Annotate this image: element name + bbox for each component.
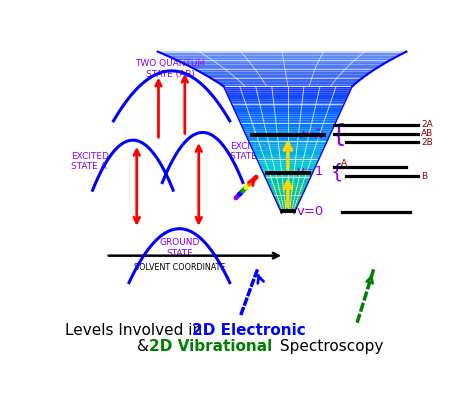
Polygon shape — [236, 112, 340, 114]
Polygon shape — [252, 149, 324, 151]
Polygon shape — [269, 185, 307, 187]
Polygon shape — [196, 70, 374, 72]
Polygon shape — [225, 88, 351, 91]
Polygon shape — [237, 116, 338, 119]
Polygon shape — [243, 129, 332, 131]
Polygon shape — [247, 138, 328, 140]
Polygon shape — [254, 153, 322, 155]
Polygon shape — [271, 189, 305, 192]
Text: TWO QUANTUM
STATE (AB): TWO QUANTUM STATE (AB) — [135, 59, 205, 79]
Polygon shape — [209, 77, 364, 79]
Polygon shape — [185, 64, 383, 66]
Text: 2D Electronic: 2D Electronic — [192, 324, 306, 338]
Polygon shape — [178, 61, 389, 62]
Polygon shape — [246, 136, 329, 138]
Text: EXCITED
STATE A: EXCITED STATE A — [71, 152, 109, 172]
Polygon shape — [218, 83, 356, 84]
Polygon shape — [248, 140, 328, 142]
Polygon shape — [256, 157, 319, 160]
Polygon shape — [272, 192, 304, 194]
Polygon shape — [166, 55, 399, 57]
Polygon shape — [234, 110, 341, 112]
Polygon shape — [257, 160, 319, 162]
Polygon shape — [206, 75, 366, 77]
Text: B: B — [421, 172, 427, 181]
Polygon shape — [239, 121, 337, 123]
Polygon shape — [262, 170, 314, 172]
Polygon shape — [231, 103, 344, 105]
Polygon shape — [215, 81, 359, 83]
Polygon shape — [182, 62, 386, 64]
Polygon shape — [268, 183, 308, 185]
Text: 2B: 2B — [421, 138, 433, 147]
Polygon shape — [203, 74, 369, 75]
Polygon shape — [162, 53, 403, 55]
Polygon shape — [189, 66, 380, 68]
Polygon shape — [229, 99, 346, 101]
Polygon shape — [221, 84, 354, 86]
Polygon shape — [266, 179, 310, 181]
Polygon shape — [253, 151, 323, 153]
Polygon shape — [264, 175, 312, 177]
Text: GROUND
STATE: GROUND STATE — [159, 238, 200, 258]
Text: {: { — [330, 123, 346, 147]
Polygon shape — [193, 68, 377, 70]
Polygon shape — [174, 59, 392, 61]
Polygon shape — [259, 164, 317, 166]
Text: {: { — [330, 162, 343, 181]
Text: &: & — [137, 339, 154, 354]
Polygon shape — [280, 209, 296, 211]
Polygon shape — [263, 172, 313, 175]
Polygon shape — [238, 119, 337, 121]
Polygon shape — [244, 131, 331, 134]
Text: v=2: v=2 — [297, 128, 324, 141]
Polygon shape — [233, 108, 342, 110]
Polygon shape — [277, 203, 299, 205]
Polygon shape — [273, 194, 303, 196]
Text: EXCITED
STATE B: EXCITED STATE B — [230, 142, 268, 162]
Text: SOLVENT COORDINATE: SOLVENT COORDINATE — [134, 263, 225, 272]
Polygon shape — [241, 125, 335, 127]
Polygon shape — [212, 79, 361, 81]
Polygon shape — [255, 155, 321, 157]
Polygon shape — [265, 177, 311, 179]
Polygon shape — [279, 207, 297, 209]
Polygon shape — [251, 146, 325, 149]
Polygon shape — [245, 134, 330, 136]
Polygon shape — [170, 57, 396, 59]
Polygon shape — [278, 205, 298, 207]
Text: Levels Involved in: Levels Involved in — [65, 324, 208, 338]
Polygon shape — [260, 166, 316, 168]
Polygon shape — [158, 52, 406, 53]
Polygon shape — [270, 187, 306, 189]
Text: 2A: 2A — [421, 120, 433, 129]
Polygon shape — [240, 123, 336, 125]
Polygon shape — [237, 114, 339, 116]
Polygon shape — [281, 211, 295, 213]
Polygon shape — [242, 127, 334, 129]
Polygon shape — [250, 144, 326, 146]
Polygon shape — [267, 181, 309, 183]
Text: 2D Vibrational: 2D Vibrational — [149, 339, 273, 354]
Text: Spectroscopy: Spectroscopy — [275, 339, 383, 354]
Polygon shape — [224, 86, 352, 88]
Polygon shape — [274, 196, 302, 198]
Polygon shape — [232, 105, 343, 108]
Text: v=0: v=0 — [297, 205, 324, 218]
Polygon shape — [258, 162, 318, 164]
Text: v=1: v=1 — [297, 165, 324, 178]
Polygon shape — [227, 93, 349, 95]
Polygon shape — [230, 101, 345, 103]
Polygon shape — [228, 97, 347, 99]
Polygon shape — [249, 142, 327, 144]
Polygon shape — [200, 72, 371, 74]
Polygon shape — [276, 200, 300, 203]
Polygon shape — [275, 198, 301, 200]
Polygon shape — [228, 95, 348, 97]
Polygon shape — [261, 168, 315, 170]
Text: AB: AB — [421, 129, 433, 139]
Polygon shape — [226, 91, 350, 93]
Text: A: A — [341, 159, 346, 168]
